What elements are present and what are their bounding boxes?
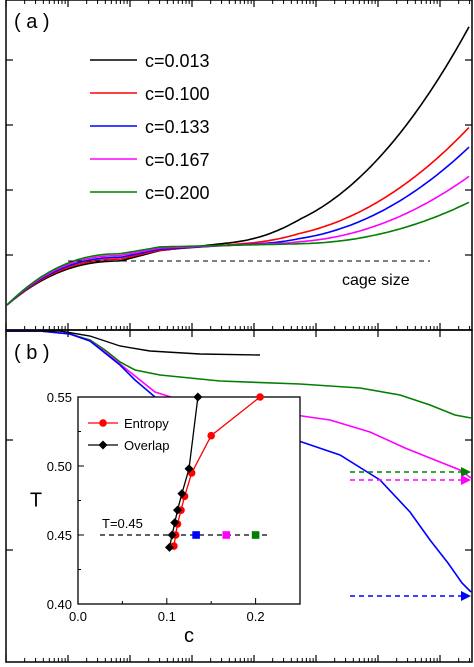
y-tick-label: 0.45	[47, 528, 72, 543]
overlap-point	[177, 489, 187, 499]
panel-a-legend: c=0.013 c=0.100 c=0.133 c=0.167 c=0.200	[90, 51, 210, 203]
y-tick-label: 0.55	[47, 390, 72, 405]
x-axis-label: c	[184, 625, 194, 647]
x-tick-label: 0.0	[69, 609, 87, 624]
inset-frame	[77, 396, 301, 605]
arrow-head	[461, 467, 471, 477]
legend-label: c=0.167	[145, 150, 210, 170]
inset-chart: 0.0 0.1 0.2 0.40 0.45 0.50 0.55 c T T=0.45 Entropy…	[30, 390, 301, 647]
panel-a-plot	[6, 26, 470, 306]
inset-legend-label: Entropy	[124, 416, 169, 431]
y-tick-label: 0.40	[47, 597, 72, 612]
t045-label: T=0.45	[102, 516, 143, 531]
cage-size-label: cage size	[342, 272, 410, 289]
overlap-point	[170, 518, 180, 528]
overlap-point	[164, 542, 174, 552]
square-marker	[251, 531, 260, 539]
x-tick-label: 0.1	[158, 609, 176, 624]
panel-a-label: ( a )	[14, 11, 50, 33]
entropy-point	[256, 393, 264, 401]
overlap-point	[167, 530, 177, 540]
square-marker	[192, 531, 200, 539]
legend-label: c=0.100	[145, 84, 210, 104]
arrow-head	[461, 591, 471, 601]
axis-ticks	[5, 0, 472, 662]
square-marker	[222, 531, 231, 539]
overlap-point	[184, 464, 194, 474]
panel-b-frame	[5, 329, 473, 663]
entropy-point	[207, 431, 215, 440]
overlap-point	[193, 392, 203, 402]
inset-legend-marker	[98, 440, 108, 450]
inset-legend-marker	[99, 419, 107, 427]
legend-label: c=0.013	[145, 51, 210, 71]
series-line-c=0.013	[6, 26, 470, 306]
series-line-reference	[6, 330, 261, 356]
panel-b-label: ( b )	[14, 342, 50, 364]
x-tick-label: 0.2	[247, 609, 265, 624]
legend-label: c=0.200	[145, 183, 210, 203]
y-axis-label: T	[30, 490, 42, 512]
overlap-point	[172, 505, 182, 515]
inset-legend-label: Overlap	[124, 438, 170, 453]
arrow-head	[461, 475, 471, 485]
legend-label: c=0.133	[145, 117, 210, 137]
series-line-c=0.200	[6, 201, 470, 306]
y-tick-label: 0.50	[47, 459, 72, 474]
